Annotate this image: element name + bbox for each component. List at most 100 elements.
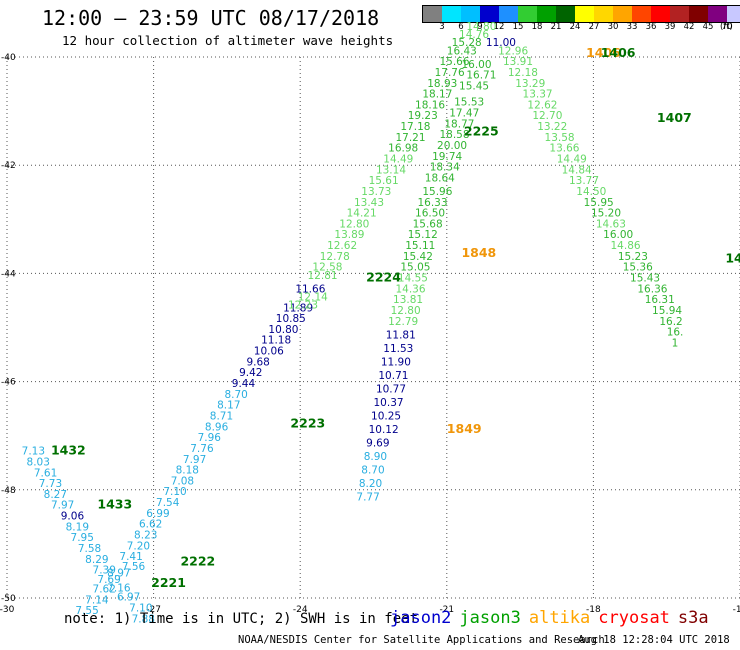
- footer-timestamp: Aug 18 12:28:04 UTC 2018: [578, 634, 730, 646]
- wave-height-value: 15.43: [630, 273, 660, 285]
- wave-height-value: 8.96: [205, 421, 229, 433]
- track-time-label: 1432: [51, 443, 86, 458]
- wave-height-value: 11.66: [295, 283, 325, 295]
- wave-height-value: 7.41: [119, 551, 142, 563]
- legend-swatch: [499, 6, 518, 22]
- wave-height-value: 16.2: [659, 316, 682, 328]
- wave-height-value: 7.88: [132, 613, 155, 625]
- wave-height-value: 12.80: [391, 305, 421, 317]
- wave-height-value: 7.08: [171, 475, 194, 487]
- wave-height-value: 9.06: [61, 511, 85, 523]
- lon-tick-label: -21: [439, 605, 454, 615]
- legend-unit: (ft): [720, 22, 733, 32]
- wave-height-value: 7.62: [93, 584, 116, 596]
- track-time-label: 1849: [447, 421, 482, 436]
- satellite-jason2: jason2: [390, 608, 452, 628]
- wave-height-value: 11.89: [283, 302, 313, 314]
- wave-height-value: 12.14: [298, 291, 328, 303]
- legend-label: 33: [626, 22, 638, 32]
- wave-height-value: 8.20: [359, 478, 382, 490]
- wave-height-value: 7.14: [85, 594, 109, 606]
- wave-height-value: 1: [672, 337, 679, 349]
- wave-height-value: 13.66: [549, 143, 579, 155]
- lat-tick-label: -48: [1, 486, 16, 496]
- wave-height-value: 13.58: [545, 132, 575, 144]
- wave-height-value: 7.10: [163, 486, 186, 498]
- wave-height-value: 8.03: [27, 456, 50, 468]
- legend-label: 39: [664, 22, 676, 32]
- wave-height-value: 17.76: [435, 67, 465, 79]
- wave-height-value: 15.23: [618, 251, 648, 263]
- legend-label: 24: [569, 22, 581, 32]
- track-time-label: 2223: [290, 416, 325, 431]
- track-time-label: 1408: [725, 251, 740, 266]
- wave-height-value: 12.23: [288, 300, 318, 312]
- legend-swatch: [689, 6, 708, 22]
- legend-label: 12: [493, 22, 505, 32]
- wave-height-value: 14.76: [459, 29, 489, 41]
- wave-height-value: 9.68: [246, 356, 269, 368]
- legend-swatch: [556, 6, 575, 22]
- wave-height-value: 7.77: [356, 492, 379, 504]
- wave-height-value: 8.23: [134, 529, 157, 541]
- track-time-label: 2224: [366, 270, 401, 285]
- wave-height-value: 16.43: [447, 45, 477, 57]
- wave-height-value: 14.21: [347, 208, 377, 220]
- lon-tick-label: -24: [293, 605, 308, 615]
- legend-label: 6: [458, 22, 464, 32]
- wave-height-value: 7.73: [39, 478, 62, 490]
- wave-height-value: 14.36: [395, 283, 425, 295]
- legend-label: 15: [512, 22, 524, 32]
- wave-height-value: 13.89: [334, 229, 364, 241]
- wave-height-value: 12.78: [320, 251, 350, 263]
- wave-height-value: 11.18: [261, 335, 291, 347]
- legend-swatch: [518, 6, 537, 22]
- wave-height-value: 19.74: [432, 151, 462, 163]
- wave-height-value: 7.16: [107, 583, 131, 595]
- wave-height-value: 14.50: [576, 186, 606, 198]
- legend-label: 3: [439, 22, 445, 32]
- wave-height-value: 17.47: [449, 108, 479, 120]
- color-scale-legend: [422, 5, 740, 23]
- wave-height-value: 13.14: [376, 164, 406, 176]
- wave-height-value: 14.55: [398, 273, 428, 285]
- wave-height-value: 10.71: [378, 370, 408, 382]
- wave-height-value: 10.12: [369, 424, 399, 436]
- wave-height-value: 12.62: [327, 240, 357, 252]
- wave-height-value: 13.81: [393, 294, 423, 306]
- lat-tick-label: -44: [1, 269, 16, 279]
- lat-tick-label: -50: [1, 594, 16, 604]
- wave-height-value: 13.73: [361, 186, 391, 198]
- footer-credit: NOAA/NESDIS Center for Satellite Applica…: [238, 634, 605, 646]
- wave-height-value: 15.66: [439, 56, 469, 68]
- wave-height-value: 13.77: [569, 175, 599, 187]
- satellite-s3a: s3a: [677, 608, 709, 628]
- wave-height-value: 7.76: [190, 443, 214, 455]
- lon-tick-label: -15: [733, 605, 740, 615]
- wave-height-value: 7.39: [93, 565, 116, 577]
- wave-height-value: 15.36: [623, 262, 653, 274]
- wave-height-value: 13.22: [537, 121, 567, 133]
- track-time-label: 2221: [151, 575, 186, 590]
- legend-label: 70: [721, 22, 733, 32]
- legend-label: 36: [645, 22, 657, 32]
- satellite-cryosat: cryosat: [598, 608, 670, 628]
- legend-label: 42: [683, 22, 695, 32]
- wave-height-value: 16.98: [388, 143, 418, 155]
- legend-swatch: [670, 6, 689, 22]
- wave-height-value: 16.00: [603, 229, 633, 241]
- wave-height-value: 16.00: [461, 59, 491, 71]
- wave-height-value: 7.58: [78, 543, 101, 555]
- wave-height-value: 14.86: [611, 240, 641, 252]
- legend-swatch: [480, 6, 499, 22]
- wave-height-value: 12.80: [339, 218, 369, 230]
- wave-height-value: 9.42: [239, 367, 262, 379]
- track-time-label: 2222: [180, 554, 215, 569]
- legend-swatch: [594, 6, 613, 22]
- wave-height-value: 17.18: [400, 121, 430, 133]
- wave-height-value: 16.71: [466, 70, 496, 82]
- wave-height-value: 14.80: [466, 21, 496, 33]
- wave-height-value: 20.00: [437, 140, 467, 152]
- wave-height-value: 10.06: [254, 346, 284, 358]
- legend-swatch: [461, 6, 480, 22]
